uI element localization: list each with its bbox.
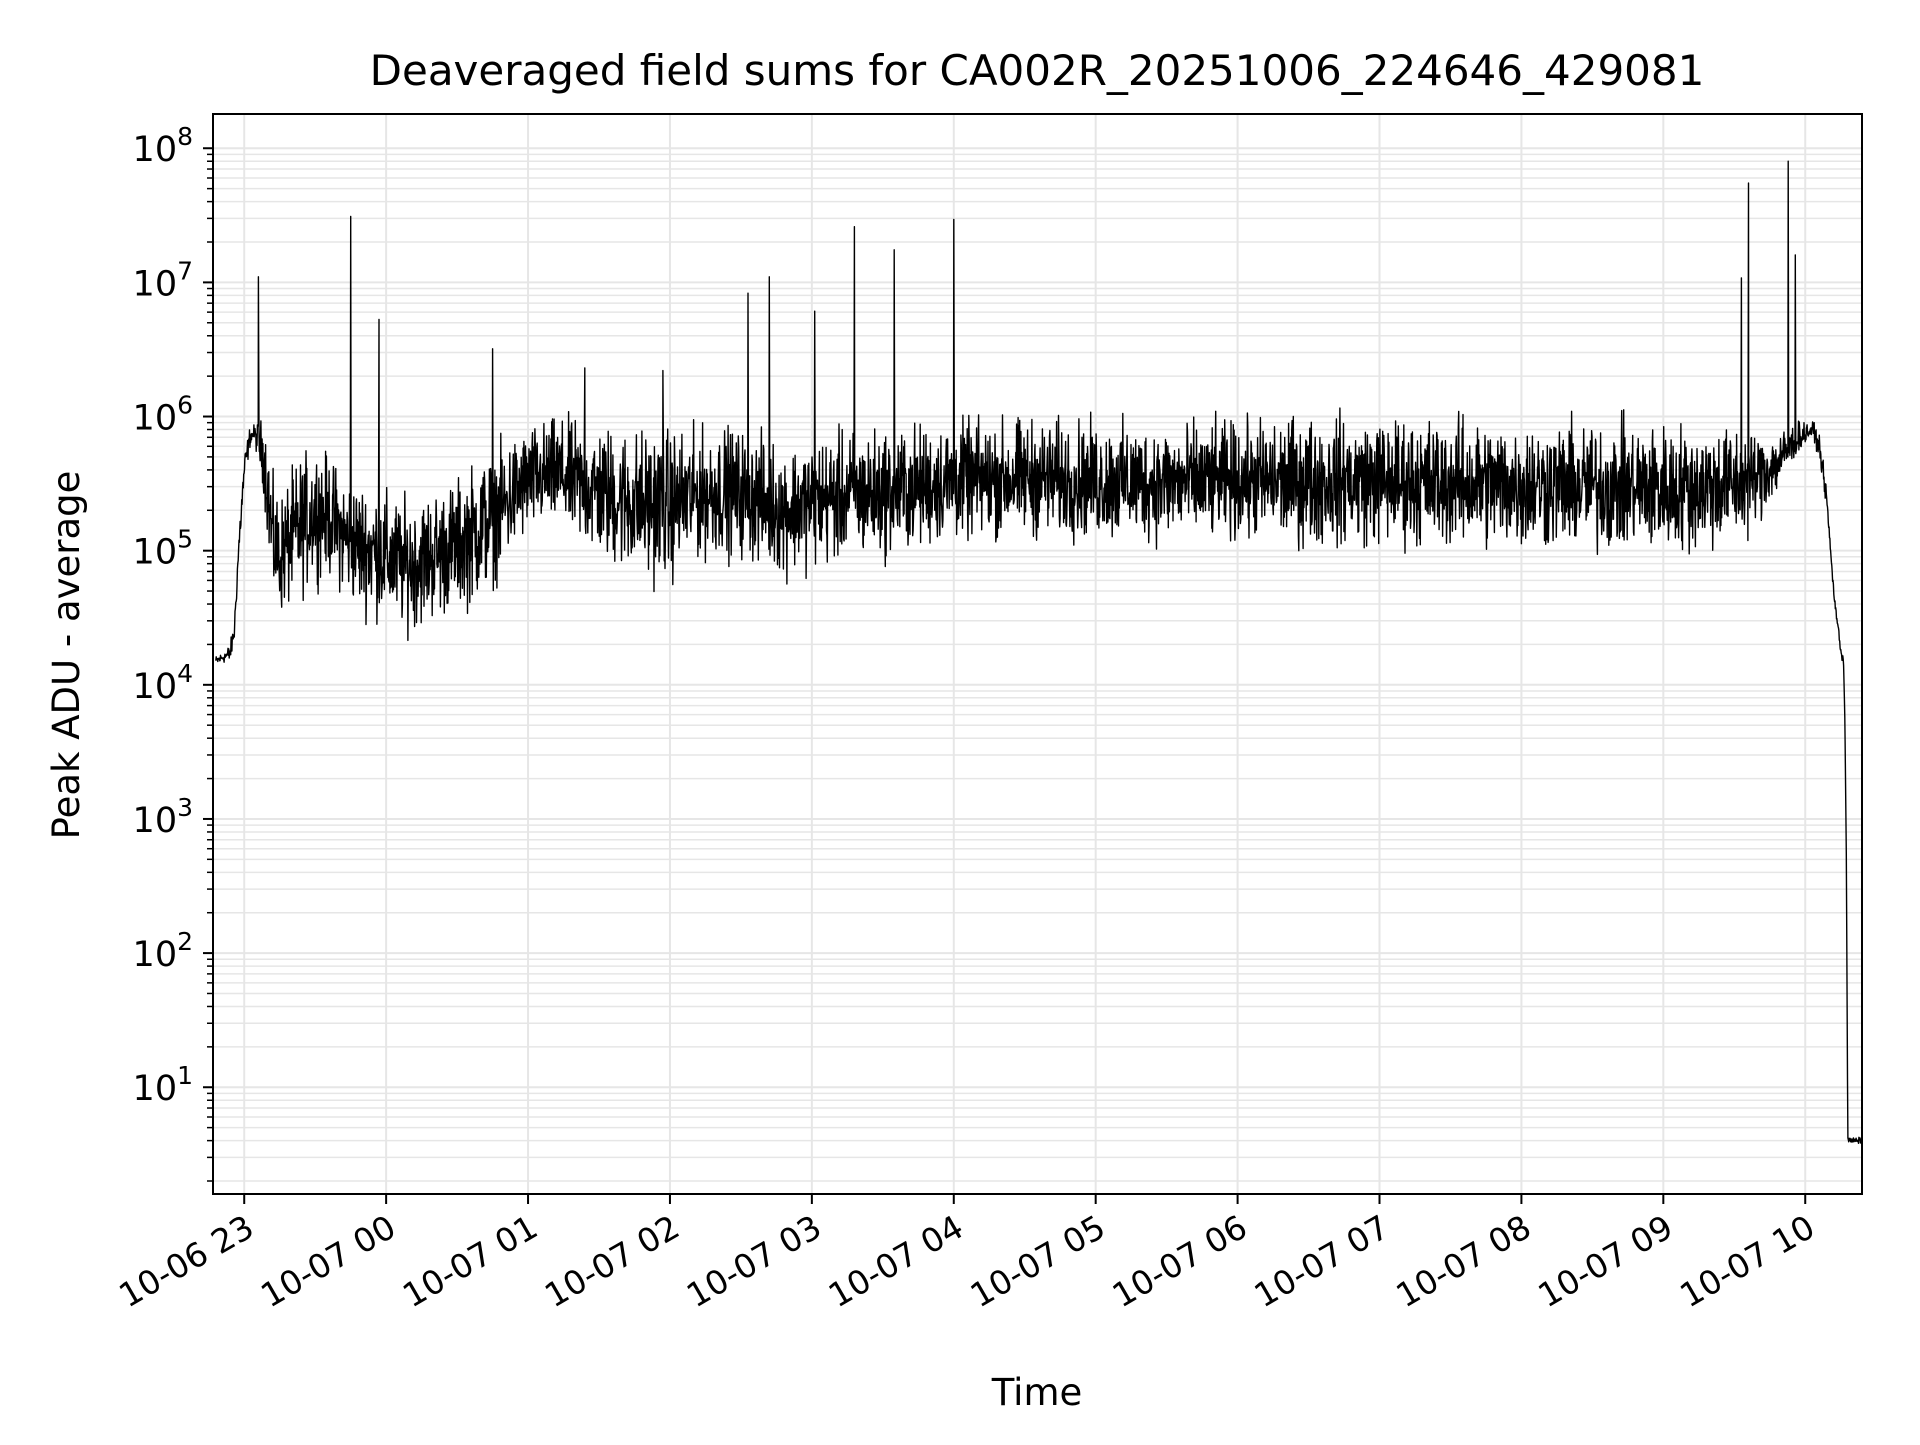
y-tick-exponent: 3 [177, 793, 193, 822]
y-tick-base: 10 [133, 667, 178, 707]
y-tick-label: 102 [133, 927, 193, 975]
grid-layer [213, 114, 1862, 1194]
y-tick-base: 10 [133, 399, 178, 439]
y-tick-label: 103 [133, 793, 193, 841]
y-tick-base: 10 [133, 801, 178, 841]
y-tick-label: 107 [133, 256, 193, 304]
y-tick-base: 10 [133, 130, 178, 170]
y-tick-exponent: 8 [177, 122, 193, 151]
y-tick-label: 108 [133, 122, 193, 170]
x-axis-label: Time [991, 1371, 1083, 1414]
y-tick-label: 101 [133, 1061, 193, 1109]
y-tick-exponent: 6 [177, 391, 193, 420]
y-tick-label: 106 [133, 391, 193, 439]
y-tick-exponent: 2 [177, 927, 193, 956]
y-tick-exponent: 1 [177, 1061, 193, 1090]
y-tick-base: 10 [133, 935, 178, 975]
y-tick-base: 10 [133, 264, 178, 304]
plot-frame [212, 113, 1863, 1195]
series-layer [215, 160, 1863, 1144]
y-tick-label: 105 [133, 525, 193, 573]
chart-title: Deaveraged field sums for CA002R_2025100… [370, 46, 1705, 95]
y-tick-base: 10 [133, 533, 178, 573]
y-axis-label: Peak ADU - average [45, 471, 88, 840]
y-tick-exponent: 7 [177, 256, 193, 285]
y-tick-label: 104 [133, 659, 193, 707]
y-tick-base: 10 [133, 1069, 178, 1109]
y-tick-exponent: 5 [177, 525, 193, 554]
y-tick-exponent: 4 [177, 659, 193, 688]
series-line [215, 160, 1863, 1144]
